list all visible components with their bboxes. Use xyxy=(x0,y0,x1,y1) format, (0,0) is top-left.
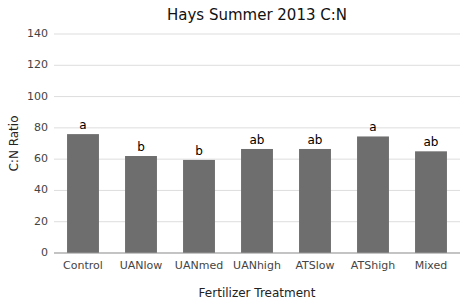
bar xyxy=(357,136,389,253)
grid-line xyxy=(54,96,460,97)
grid-line xyxy=(54,65,460,66)
chart-svg: 020406080100120140abbababaabControlUANlo… xyxy=(0,0,474,307)
bar xyxy=(67,134,99,253)
y-tick-label: 0 xyxy=(41,246,48,259)
grid-line xyxy=(54,127,460,128)
y-tick-label: 60 xyxy=(34,152,48,165)
significance-label: ab xyxy=(424,135,439,149)
significance-label: ab xyxy=(250,133,265,147)
x-tick-label: ATShigh xyxy=(351,259,395,272)
bars xyxy=(67,134,447,253)
x-axis-label: Fertilizer Treatment xyxy=(199,286,316,300)
y-tick-label: 80 xyxy=(34,121,48,134)
grid-line xyxy=(54,34,460,35)
grid xyxy=(54,34,460,253)
bar xyxy=(241,149,273,253)
significance-label: ab xyxy=(308,133,323,147)
significance-label: a xyxy=(369,120,376,134)
y-tick-label: 20 xyxy=(34,215,48,228)
significance-label: a xyxy=(79,118,86,132)
x-tick-label: Mixed xyxy=(415,259,447,272)
y-axis-label: C:N Ratio xyxy=(7,115,21,171)
annotations: abbababaab xyxy=(79,118,438,158)
grid-line xyxy=(54,253,460,254)
y-tick-label: 140 xyxy=(27,27,48,40)
bar xyxy=(415,151,447,253)
x-tick-label: UANmed xyxy=(175,259,223,272)
y-tick-label: 40 xyxy=(34,183,48,196)
y-tick-label: 100 xyxy=(27,90,48,103)
x-axis-line xyxy=(54,253,460,254)
x-axis: Control UANlow UANmed UANhigh ATSlow ATShigh M… xyxy=(63,259,447,272)
bar xyxy=(125,156,157,253)
x-tick-label: UANhigh xyxy=(233,259,281,272)
x-tick-label: ATSlow xyxy=(295,259,334,272)
bar xyxy=(183,160,215,253)
x-tick-label: Control xyxy=(63,259,103,272)
y-axis: 0 20 40 60 80 100 120 140 xyxy=(27,27,48,259)
title: Hays Summer 2013 C:N xyxy=(167,6,347,24)
significance-label: b xyxy=(195,144,203,158)
chart-container: 020406080100120140abbababaabControlUANlo… xyxy=(0,0,474,307)
y-tick-label: 120 xyxy=(27,58,48,71)
bar xyxy=(299,149,331,253)
significance-label: b xyxy=(137,140,145,154)
x-tick-label: UANlow xyxy=(120,259,163,272)
